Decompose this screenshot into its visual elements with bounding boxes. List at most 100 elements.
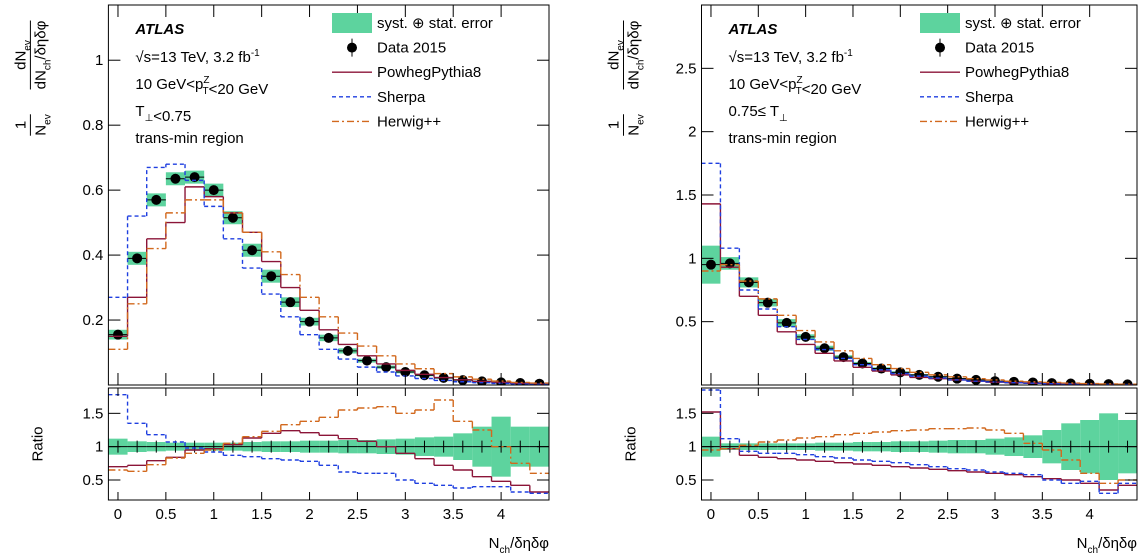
panel: 0.5 1 1.5 0 0.5 1 1.5 2 2.5 3 3.5 4 Ratio Nch/δηδφ [623,387,1138,556]
data-point [933,371,944,382]
x-tick-label: 0 [707,506,715,523]
fraction-numerator: 1 [606,121,623,129]
x-axis-label: Nch/δηδφ [1077,535,1138,556]
fraction-denominator: Nev [32,114,53,135]
data-point [266,271,277,282]
legend-label: Sherpa [377,89,426,106]
atlas-label: ATLAS [728,21,778,38]
y-tick-label: 1 [688,250,696,267]
text-part: /δηδφ [32,20,49,59]
y-tick-label: 0.6 [83,182,104,199]
text-part: ch [42,60,53,71]
annotation: trans-min region [135,130,243,147]
data-point [952,373,963,384]
data-point [227,212,238,223]
axes-frame [107,387,550,501]
y-tick-label: 1 [95,52,103,69]
y-tick-label: 1.5 [676,405,697,422]
text-part: ch [636,60,647,71]
fraction-denominator: Nev [626,114,647,135]
data-point [247,245,258,256]
text-part: ev [42,114,53,125]
text-part: N [626,125,643,136]
data-point [724,258,735,269]
x-tick-label: 3 [991,506,999,523]
y-tick-label: 0.5 [676,314,697,331]
text-part: ev [616,40,627,51]
x-tick-label: 3.5 [1032,506,1053,523]
text-part: 10 GeV<p [135,76,203,93]
text-part: dN [606,51,623,70]
x-tick-label: 2.5 [347,506,368,523]
atlas-label: ATLAS [134,21,184,38]
x-tick-label: 2 [305,506,313,523]
annotation: √s=13 TeV, 3.2 fb-1 [729,48,854,66]
text-part: <20 GeV [209,81,269,98]
text-part: ev [22,40,33,51]
fraction-denominator: dNch/δηδφ [32,20,53,89]
y-tick-label: 1.5 [676,187,697,204]
fraction-numerator: dNev [606,40,627,70]
text-part: -1 [844,48,853,59]
text-part: T [202,86,208,97]
x-axis-label: Nch/δηδφ [489,535,550,556]
text-part: 0.75≤ T [729,103,780,120]
legend-swatch [332,13,372,33]
x-tick-label: 1 [801,506,809,523]
data-point [705,259,716,270]
y-tick-label: 1 [95,439,103,456]
text-part: N [1077,535,1088,552]
data-point [743,277,754,288]
plot-area [108,393,549,495]
x-tick-label: 1.5 [843,506,864,523]
legend-label: PowhegPythia8 [965,64,1069,81]
text-part: 10 GeV<p [729,76,797,93]
data-point [285,297,296,308]
y-axis-label: Ratio [29,426,46,461]
y-tick-label: 1.5 [83,405,104,422]
data-point [112,329,123,340]
fraction-numerator: dNev [12,40,33,70]
text-part: N [32,125,49,136]
plot-area [701,162,1137,385]
plot-area [701,389,1137,495]
x-tick-label: 3.5 [443,506,464,523]
text-part: √s=13 TeV, 3.2 fb [135,49,250,66]
panel: 0.5 1 1.5 0 0.5 1 1.5 2 2.5 3 3.5 4 Ratio Nch/δηδφ [29,387,550,556]
data-point [208,185,219,196]
x-tick-label: 2 [896,506,904,523]
legend-label: Herwig++ [965,113,1029,130]
x-tick-label: 0.5 [155,506,176,523]
text-part: N [489,535,500,552]
data-point [781,317,792,328]
text-part: Z [796,75,802,86]
text-part: dN [626,70,643,89]
data-point [971,374,982,385]
text-part: trans-min region [729,130,837,147]
x-tick-label: 2.5 [937,506,958,523]
annotation: 0.75≤ T⊥ [729,103,788,124]
data-point [857,358,868,369]
text-part: Z [203,75,209,86]
x-tick-label: 0 [114,506,122,523]
text-part: ⊥ [779,113,788,124]
annotation: 10 GeV<pZ T<20 GeV [729,75,862,98]
data-point [800,331,811,342]
data-point [914,369,925,380]
x-tick-label: 3 [401,506,409,523]
plot-area [108,163,549,385]
text-part: T [796,86,802,97]
fraction-denominator: dNch/δηδφ [626,20,647,89]
legend-swatch [920,13,960,33]
text-part: dN [32,70,49,89]
y-tick-label: 0.8 [83,117,104,134]
legend-label: syst. ⊕ stat. error [377,15,493,32]
text-part: ⊥ [145,113,154,124]
text-part: <0.75 [153,108,191,125]
data-point [838,352,849,363]
text-part: √s=13 TeV, 3.2 fb [729,49,844,66]
y-axis-label: Ratio [623,426,640,461]
